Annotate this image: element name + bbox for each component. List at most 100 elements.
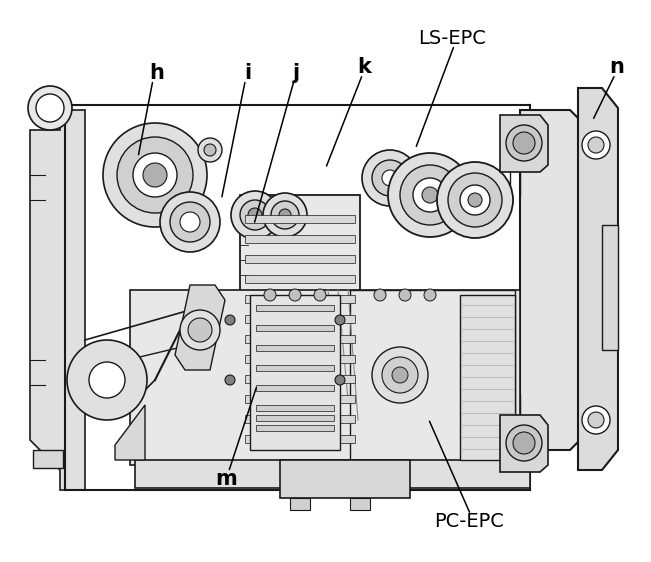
Bar bbox=[245, 435, 355, 443]
Circle shape bbox=[468, 193, 482, 207]
Text: h: h bbox=[149, 63, 163, 83]
Circle shape bbox=[264, 289, 276, 301]
Polygon shape bbox=[500, 415, 548, 472]
Bar bbox=[256, 345, 334, 351]
Bar bbox=[245, 295, 355, 303]
Circle shape bbox=[382, 357, 418, 393]
Polygon shape bbox=[520, 110, 590, 450]
Text: PC-EPC: PC-EPC bbox=[434, 512, 504, 531]
Circle shape bbox=[89, 362, 125, 398]
Bar bbox=[280, 460, 410, 498]
Bar bbox=[350, 290, 515, 465]
Bar bbox=[256, 415, 334, 421]
Circle shape bbox=[225, 375, 235, 385]
Circle shape bbox=[582, 131, 610, 159]
Polygon shape bbox=[578, 88, 618, 470]
Circle shape bbox=[392, 367, 408, 383]
Circle shape bbox=[103, 123, 207, 227]
Polygon shape bbox=[175, 285, 225, 370]
Circle shape bbox=[36, 94, 64, 122]
Bar bbox=[135, 460, 530, 488]
Circle shape bbox=[513, 432, 535, 454]
Circle shape bbox=[314, 289, 326, 301]
Circle shape bbox=[460, 185, 490, 215]
Bar bbox=[256, 425, 334, 431]
Circle shape bbox=[188, 318, 212, 342]
Bar bbox=[245, 315, 355, 323]
Bar bbox=[256, 365, 334, 371]
Circle shape bbox=[271, 201, 299, 229]
Polygon shape bbox=[65, 105, 530, 490]
Circle shape bbox=[28, 86, 72, 130]
Circle shape bbox=[117, 137, 193, 213]
Circle shape bbox=[374, 289, 386, 301]
Bar bbox=[240, 195, 360, 480]
Text: m: m bbox=[215, 469, 238, 489]
Bar bbox=[256, 305, 334, 311]
Circle shape bbox=[198, 138, 222, 162]
Polygon shape bbox=[500, 115, 548, 172]
Bar bbox=[602, 225, 618, 350]
Bar bbox=[460, 295, 515, 460]
Bar bbox=[245, 375, 355, 383]
Bar bbox=[245, 255, 355, 263]
Circle shape bbox=[372, 347, 428, 403]
Text: LS-EPC: LS-EPC bbox=[419, 29, 486, 48]
Circle shape bbox=[143, 163, 167, 187]
Bar bbox=[350, 498, 370, 510]
Circle shape bbox=[225, 315, 235, 325]
Circle shape bbox=[248, 208, 262, 222]
Circle shape bbox=[362, 150, 418, 206]
Circle shape bbox=[388, 153, 472, 237]
Circle shape bbox=[204, 144, 216, 156]
Circle shape bbox=[180, 310, 220, 350]
Circle shape bbox=[279, 209, 291, 221]
Circle shape bbox=[588, 137, 604, 153]
Bar bbox=[245, 275, 355, 283]
Circle shape bbox=[240, 200, 270, 230]
Circle shape bbox=[448, 173, 502, 227]
Bar bbox=[245, 215, 355, 223]
Circle shape bbox=[170, 202, 210, 242]
Bar bbox=[256, 405, 334, 411]
Bar bbox=[290, 498, 310, 510]
Bar bbox=[256, 385, 334, 391]
Circle shape bbox=[424, 289, 436, 301]
Bar bbox=[250, 295, 340, 450]
Circle shape bbox=[588, 412, 604, 428]
Text: j: j bbox=[293, 63, 299, 83]
Circle shape bbox=[506, 125, 542, 161]
Circle shape bbox=[231, 191, 279, 239]
Polygon shape bbox=[30, 110, 85, 490]
Bar bbox=[130, 290, 520, 465]
Bar bbox=[245, 395, 355, 403]
Circle shape bbox=[335, 315, 345, 325]
Circle shape bbox=[399, 289, 411, 301]
Circle shape bbox=[582, 406, 610, 434]
Circle shape bbox=[372, 160, 408, 196]
Circle shape bbox=[422, 187, 438, 203]
Circle shape bbox=[133, 153, 177, 197]
Circle shape bbox=[263, 193, 307, 237]
Bar bbox=[256, 325, 334, 331]
Circle shape bbox=[160, 192, 220, 252]
Circle shape bbox=[67, 340, 147, 420]
Circle shape bbox=[289, 289, 301, 301]
Bar bbox=[245, 235, 355, 243]
Bar bbox=[245, 335, 355, 343]
Bar bbox=[245, 355, 355, 363]
Circle shape bbox=[437, 162, 513, 238]
Text: k: k bbox=[357, 57, 372, 78]
Bar bbox=[245, 415, 355, 423]
Circle shape bbox=[513, 132, 535, 154]
Circle shape bbox=[382, 170, 398, 186]
Circle shape bbox=[400, 165, 460, 225]
Circle shape bbox=[506, 425, 542, 461]
Polygon shape bbox=[115, 405, 145, 460]
Circle shape bbox=[413, 178, 447, 212]
Text: n: n bbox=[610, 57, 624, 78]
Bar bbox=[33, 450, 63, 468]
Circle shape bbox=[335, 375, 345, 385]
Circle shape bbox=[180, 212, 200, 232]
Text: i: i bbox=[244, 63, 251, 83]
